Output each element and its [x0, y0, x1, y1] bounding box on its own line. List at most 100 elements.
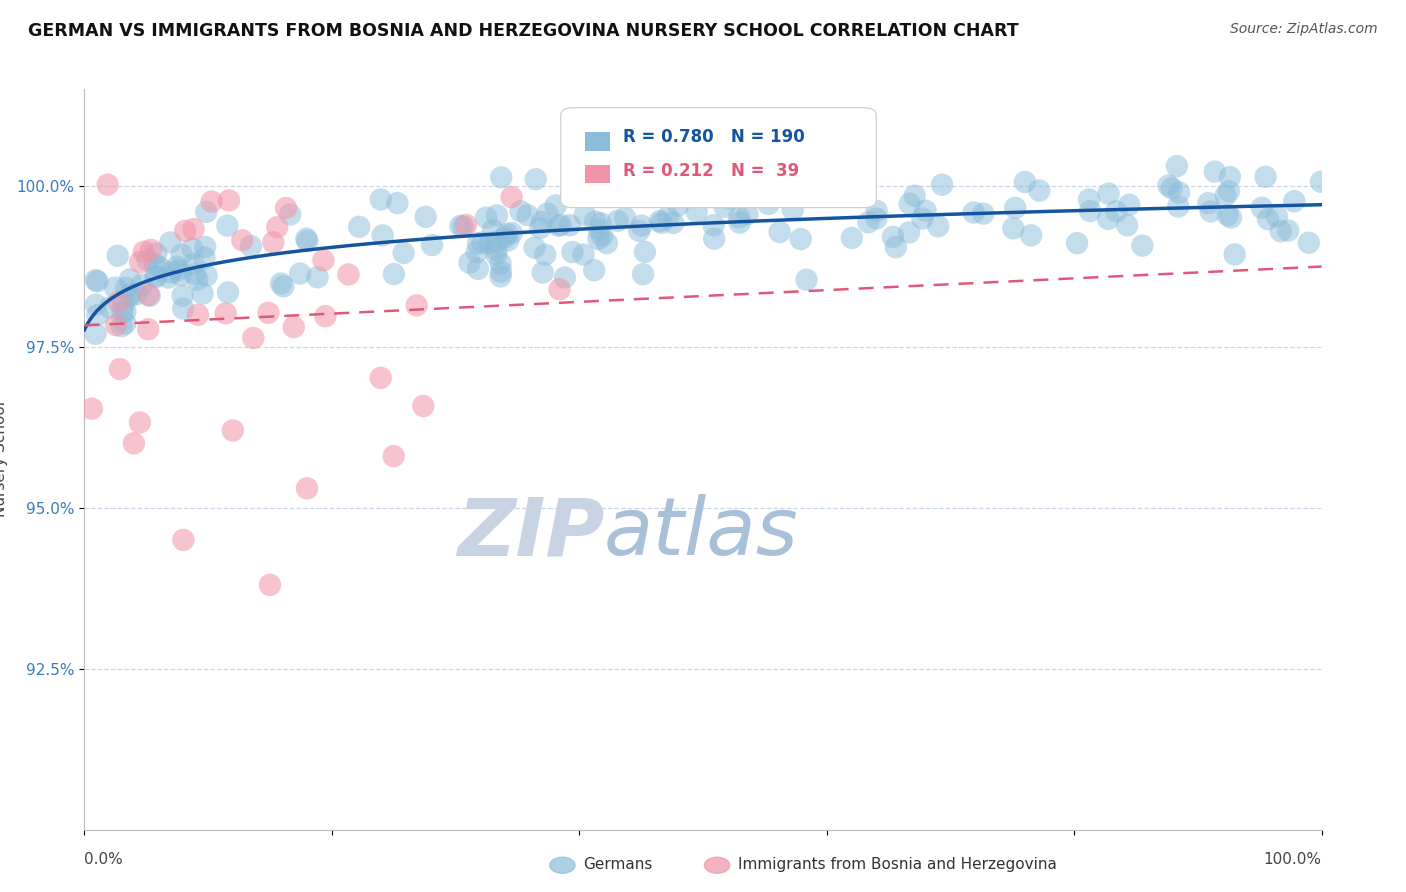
Point	[80, 401, 103, 416]
Point	[1310, 175, 1333, 189]
Point	[1298, 235, 1320, 250]
Point	[465, 244, 488, 259]
Point	[1019, 228, 1042, 243]
Point	[181, 242, 204, 256]
Point	[217, 219, 239, 233]
Point	[370, 371, 392, 385]
Point	[651, 216, 673, 230]
Point	[222, 424, 245, 438]
Point	[138, 289, 160, 303]
Text: Source: ZipAtlas.com: Source: ZipAtlas.com	[1230, 22, 1378, 37]
Point	[583, 263, 606, 277]
Point	[347, 219, 370, 234]
Point	[485, 243, 508, 257]
Point	[1116, 219, 1139, 233]
Point	[530, 215, 553, 229]
Point	[157, 270, 180, 285]
Point	[489, 269, 512, 284]
Point	[558, 219, 581, 233]
Point	[475, 211, 498, 225]
Point	[183, 267, 205, 281]
Point	[606, 214, 628, 228]
Point	[524, 172, 547, 186]
Point	[201, 194, 224, 209]
Point	[110, 319, 132, 334]
Point	[218, 194, 240, 208]
Point	[104, 280, 127, 294]
Point	[160, 265, 183, 279]
Point	[1004, 201, 1026, 215]
Point	[755, 188, 778, 202]
Point	[283, 320, 305, 334]
Point	[288, 267, 311, 281]
Point	[630, 219, 652, 233]
Point	[194, 240, 217, 254]
Point	[97, 178, 120, 192]
Point	[1284, 194, 1306, 209]
Point	[758, 197, 780, 211]
Point	[415, 210, 437, 224]
Point	[1097, 186, 1119, 201]
Point	[131, 277, 153, 292]
Point	[1167, 200, 1189, 214]
Point	[231, 233, 253, 247]
Point	[662, 216, 685, 230]
Point	[628, 224, 651, 238]
Point	[927, 219, 949, 234]
Point	[143, 268, 166, 283]
Point	[485, 208, 508, 222]
Point	[796, 273, 818, 287]
Point	[262, 235, 284, 250]
Point	[1078, 193, 1101, 207]
Point	[1118, 198, 1140, 212]
Point	[84, 273, 107, 287]
Point	[467, 236, 489, 251]
Point	[596, 236, 619, 251]
Point	[382, 449, 405, 463]
Point	[1219, 170, 1241, 185]
Point	[737, 207, 759, 221]
Point	[112, 297, 135, 311]
Point	[588, 223, 610, 237]
Point	[195, 205, 218, 219]
Point	[295, 232, 318, 246]
Point	[1105, 204, 1128, 219]
Point	[547, 219, 569, 233]
Point	[145, 270, 167, 285]
Point	[114, 304, 136, 318]
Point	[125, 287, 148, 301]
Text: GERMAN VS IMMIGRANTS FROM BOSNIA AND HERZEGOVINA NURSERY SCHOOL CORRELATION CHAR: GERMAN VS IMMIGRANTS FROM BOSNIA AND HER…	[28, 22, 1019, 40]
Point	[239, 239, 262, 253]
Point	[371, 228, 394, 243]
Point	[314, 309, 336, 323]
Point	[412, 399, 434, 413]
Point	[516, 208, 538, 222]
Text: R = 0.212   N =  39: R = 0.212 N = 39	[623, 161, 799, 179]
Point	[382, 267, 405, 281]
Point	[1254, 169, 1277, 184]
Point	[159, 235, 181, 250]
Point	[904, 188, 927, 202]
Point	[295, 481, 318, 495]
Point	[501, 226, 523, 240]
Point	[145, 246, 167, 260]
Point	[550, 218, 572, 232]
Point	[1218, 184, 1240, 198]
Point	[501, 190, 523, 204]
Point	[120, 287, 142, 301]
Point	[489, 170, 512, 185]
Point	[274, 201, 297, 215]
Point	[1014, 175, 1036, 189]
Point	[496, 233, 519, 247]
Point	[278, 207, 301, 221]
Point	[215, 306, 238, 320]
Point	[111, 305, 134, 319]
Point	[485, 247, 508, 261]
Point	[454, 218, 477, 232]
Point	[914, 203, 936, 218]
Point	[898, 196, 921, 211]
Point	[561, 245, 583, 260]
Point	[631, 267, 654, 281]
Text: R = 0.780   N = 190: R = 0.780 N = 190	[623, 128, 804, 146]
Text: 100.0%: 100.0%	[1264, 852, 1322, 867]
